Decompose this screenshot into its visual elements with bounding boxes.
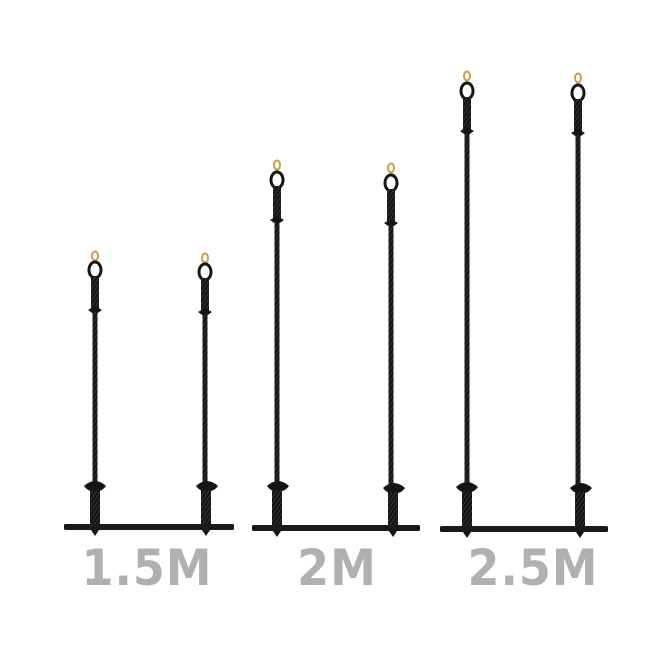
brass-hook-icon <box>197 252 213 282</box>
swing-1-5m <box>64 250 234 536</box>
swing-2m <box>252 159 420 537</box>
brass-hook-icon <box>87 250 103 280</box>
brass-hook-icon <box>570 72 586 103</box>
wooden-bar-icon <box>64 524 234 530</box>
swing-2-5m <box>440 70 608 538</box>
rope-knot <box>383 483 405 494</box>
rope <box>92 312 98 484</box>
rope-splice <box>201 278 209 312</box>
wooden-bar-icon <box>440 526 608 532</box>
rope-knot <box>456 482 478 493</box>
rope <box>274 222 280 484</box>
rope-splice <box>574 99 582 133</box>
size-label-2m: 2M <box>297 539 377 597</box>
size-label-1-5m: 1.5M <box>81 539 213 597</box>
brass-hook-icon <box>269 159 285 190</box>
rope <box>464 133 470 485</box>
rope-splice <box>273 186 281 220</box>
rope-splice <box>463 97 471 131</box>
rope-splice <box>387 189 395 223</box>
rope-knot <box>267 481 289 492</box>
wooden-bar-icon <box>252 525 420 531</box>
size-label-2-5m: 2.5M <box>467 539 599 597</box>
rope <box>575 135 581 485</box>
rope-knot <box>570 483 592 494</box>
rope-splice <box>91 276 99 310</box>
brass-hook-icon <box>459 70 475 101</box>
rope <box>202 314 208 484</box>
rope-knot <box>196 481 218 492</box>
rope <box>388 225 394 485</box>
rope-knot <box>84 481 106 492</box>
brass-hook-icon <box>383 162 399 193</box>
